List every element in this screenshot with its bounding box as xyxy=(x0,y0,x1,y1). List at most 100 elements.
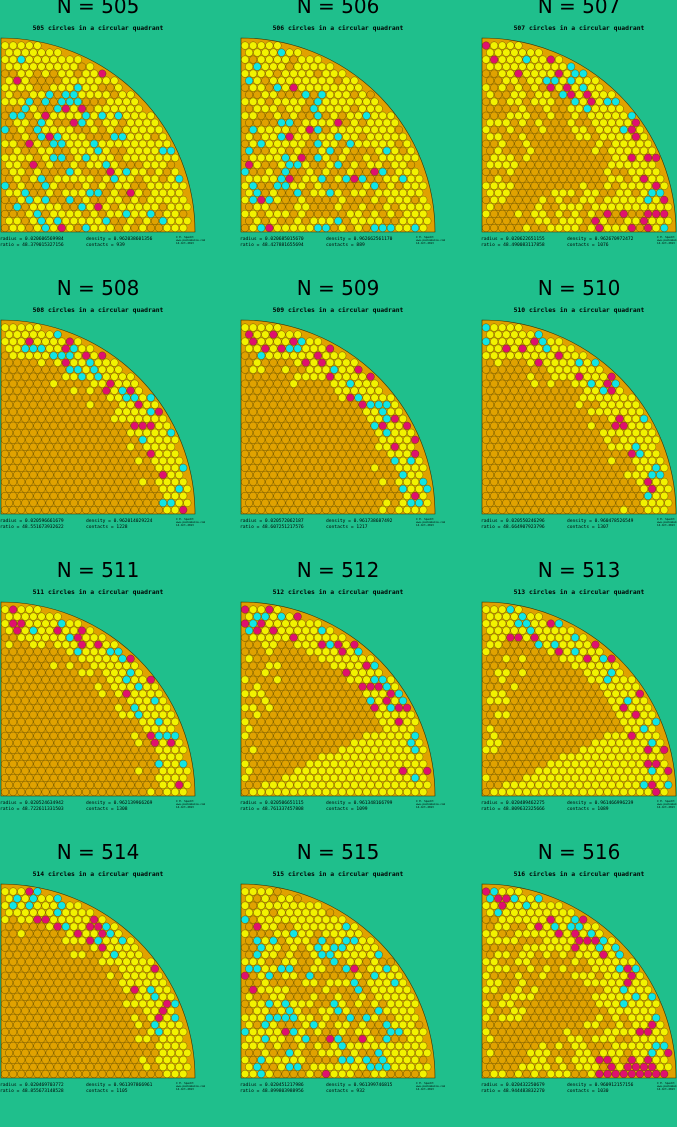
packed-circle xyxy=(266,704,274,712)
packed-circle xyxy=(34,606,42,614)
packed-circle xyxy=(355,676,363,684)
packed-circle xyxy=(563,662,571,670)
packed-circle xyxy=(535,345,543,353)
packed-circle xyxy=(5,147,13,155)
packed-circle xyxy=(571,182,579,190)
packed-circle xyxy=(579,84,587,92)
packed-circle xyxy=(612,676,620,684)
packed-circle xyxy=(490,70,498,78)
packed-circle xyxy=(58,972,66,980)
packed-circle xyxy=(111,979,119,987)
packed-circle xyxy=(245,767,253,775)
packed-circle xyxy=(17,394,25,402)
packed-circle xyxy=(608,683,616,691)
packed-circle xyxy=(159,133,167,141)
packed-circle xyxy=(486,345,494,353)
packed-circle xyxy=(155,436,163,444)
packed-circle xyxy=(38,91,46,99)
packed-circle xyxy=(46,63,54,71)
packed-circle xyxy=(310,415,318,423)
packed-circle xyxy=(298,436,306,444)
packed-circle xyxy=(13,499,21,507)
packed-circle xyxy=(147,422,155,430)
density-value: density = 0.961348166799 xyxy=(326,801,392,806)
packed-circle xyxy=(498,492,506,500)
packed-circle xyxy=(575,119,583,127)
packed-circle xyxy=(123,1070,131,1078)
packed-circle xyxy=(592,499,600,507)
packed-circle xyxy=(359,711,367,719)
packed-circle xyxy=(523,464,531,472)
ratio-value: ratio = 48.427881655694 xyxy=(240,243,326,249)
packed-circle xyxy=(127,767,135,775)
packed-circle xyxy=(98,394,106,402)
packed-circle xyxy=(555,352,563,360)
packed-circle xyxy=(644,478,652,486)
packed-circle xyxy=(559,401,567,409)
packed-circle xyxy=(270,119,278,127)
packed-circle xyxy=(584,77,592,85)
packed-circle xyxy=(584,91,592,99)
packed-circle xyxy=(298,196,306,204)
packed-circle xyxy=(1,210,9,218)
packed-circle xyxy=(494,443,502,451)
packed-circle xyxy=(131,464,139,472)
packed-circle xyxy=(135,979,143,987)
packed-circle xyxy=(608,457,616,465)
packed-circle xyxy=(519,189,527,197)
packed-circle xyxy=(249,98,257,106)
packed-circle xyxy=(403,436,411,444)
packed-circle xyxy=(640,781,648,789)
packed-circle xyxy=(46,331,54,339)
packed-circle xyxy=(306,408,314,416)
packed-circle xyxy=(62,1021,70,1029)
packed-circle xyxy=(636,690,644,698)
packed-circle xyxy=(588,422,596,430)
packed-circle xyxy=(527,359,535,367)
packed-circle xyxy=(127,655,135,663)
packed-circle xyxy=(347,662,355,670)
packed-circle xyxy=(571,98,579,106)
packed-circle xyxy=(302,697,310,705)
packed-circle xyxy=(310,387,318,395)
packed-circle xyxy=(66,352,74,360)
packed-circle xyxy=(131,112,139,120)
packed-circle xyxy=(13,401,21,409)
packed-circle xyxy=(249,126,257,134)
packed-circle xyxy=(42,944,50,952)
packed-circle xyxy=(270,641,278,649)
packed-circle xyxy=(1,380,9,388)
panel-506: N = 506 506 circles in a circular quadra… xyxy=(240,0,466,281)
packed-circle xyxy=(54,655,62,663)
packed-circle xyxy=(555,408,563,416)
packed-circle xyxy=(343,767,351,775)
packed-circle xyxy=(503,471,511,479)
packed-circle xyxy=(604,224,612,232)
packed-circle xyxy=(62,499,70,507)
packed-circle xyxy=(262,753,270,761)
packed-circle xyxy=(135,753,143,761)
packed-circle xyxy=(5,781,13,789)
packing-quadrant xyxy=(240,37,436,233)
packed-circle xyxy=(290,196,298,204)
packed-circle xyxy=(387,210,395,218)
packed-circle xyxy=(608,443,616,451)
packed-circle xyxy=(278,781,286,789)
packed-circle xyxy=(519,641,527,649)
packed-circle xyxy=(22,49,30,57)
packed-circle xyxy=(604,168,612,176)
packed-circle xyxy=(535,641,543,649)
packed-circle xyxy=(54,133,62,141)
packed-circle xyxy=(371,224,379,232)
packed-circle xyxy=(559,63,567,71)
packed-circle xyxy=(359,91,367,99)
packed-circle xyxy=(286,147,294,155)
packed-circle xyxy=(351,175,359,183)
packed-circle xyxy=(111,175,119,183)
packed-circle xyxy=(318,203,326,211)
packed-circle xyxy=(383,161,391,169)
packed-circle xyxy=(318,119,326,127)
packed-circle xyxy=(167,499,175,507)
panel-subtitle: 511 circles in a circular quadrant xyxy=(0,588,196,596)
